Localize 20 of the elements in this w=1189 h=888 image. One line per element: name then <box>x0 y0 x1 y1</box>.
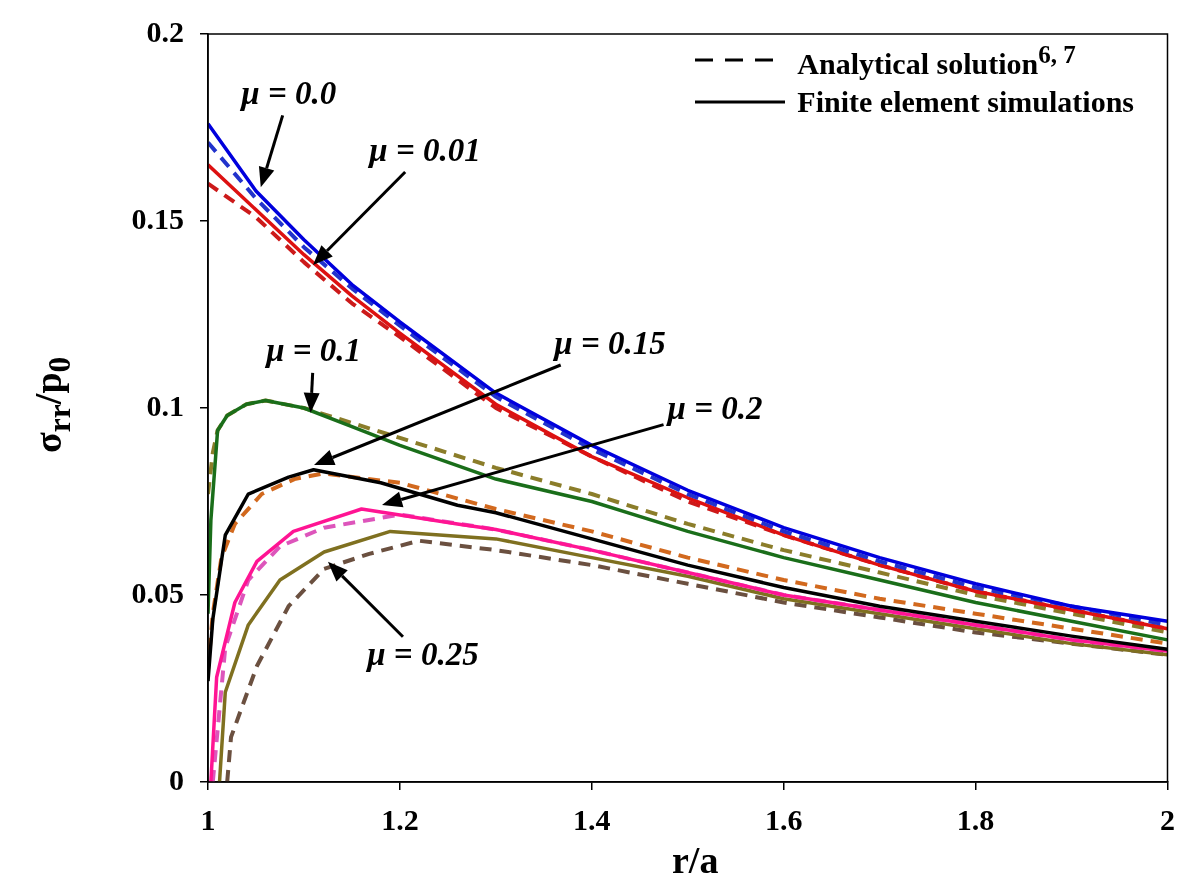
y-tick-label: 0.2 <box>146 14 184 48</box>
annotation: μ = 0.2 <box>665 389 763 426</box>
x-tick-label: 1.8 <box>956 802 995 836</box>
x-tick-label: 1.4 <box>573 802 611 836</box>
y-tick-label: 0.05 <box>131 575 184 609</box>
x-tick-label: 1.6 <box>764 802 803 836</box>
annotation: μ = 0.01 <box>367 131 481 168</box>
annotation: Finite element simulations <box>797 84 1134 120</box>
annotation: Analytical solution$^{6, 7}$ <box>797 40 1076 82</box>
annotation: μ = 0.15 <box>552 324 666 361</box>
x-tick-label: 2 <box>1160 802 1175 836</box>
annotation: μ = 0.25 <box>365 636 479 673</box>
y-tick-label: 0.15 <box>131 201 184 235</box>
y-tick-label: 0 <box>169 762 184 796</box>
annotation: μ = 0.0 <box>239 74 337 111</box>
x-tick-label: 1.2 <box>381 802 419 836</box>
x-axis-title: r/a <box>672 838 719 882</box>
x-tick-label: 1 <box>200 802 216 836</box>
y-tick-label: 0.1 <box>146 388 184 422</box>
annotation: μ = 0.1 <box>264 332 362 369</box>
